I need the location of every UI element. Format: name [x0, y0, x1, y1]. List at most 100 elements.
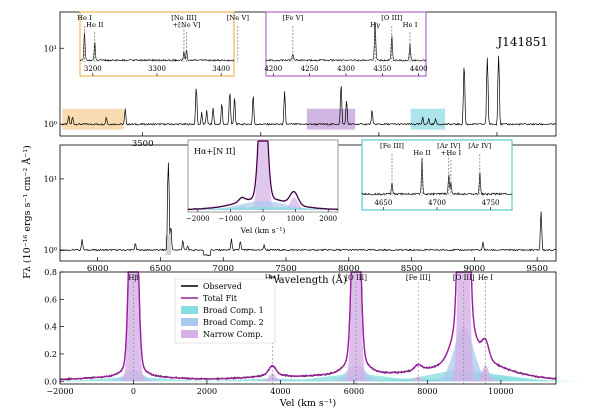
shared-y-axis-label: Fλ (10⁻¹⁶ ergs s⁻¹ cm⁻² Å⁻¹) [21, 145, 33, 279]
inset-halpha-x-tick-label: 0 [261, 215, 265, 223]
bottom-x-tick-label: 10000 [488, 387, 513, 396]
middle-y-tick-label: 10⁰ [44, 246, 57, 255]
inset-halpha-component [188, 201, 338, 210]
bottom-y-tick-label: 0.4 [44, 323, 57, 332]
inset-uv-line-label: +[Ne V] [172, 21, 200, 29]
bottom-x-tick-label: 6000 [344, 387, 364, 396]
inset-halpha-x-tick-label: −2000 [186, 215, 210, 223]
bottom-line-label: He I [478, 274, 493, 282]
inset-halpha-x-tick-label: 1000 [287, 215, 305, 223]
inset-hgamma-x-tick-label: 4250 [301, 65, 319, 73]
inset-uv-line-label: [Ne V] [227, 14, 250, 22]
bottom-panel: −2000 0 2000 4000 6000 8000 10000 0.0 0.2 0.4 0.6… [1, 268, 598, 409]
inset-hgamma: 4200 4250 4300 4350 4400 [Fe V] Hγ[O III]He I [264, 11, 428, 77]
bottom-y-tick-label: 0.2 [44, 350, 57, 359]
bottom-line-label: Hβ [128, 274, 138, 282]
bottom-panel-frame [59, 271, 557, 385]
inset-heii-frame [361, 139, 513, 211]
inset-hgamma-line-label: [Fe V] [283, 14, 304, 22]
inset-hgamma-line-label: He I [403, 21, 418, 29]
legend-label: Broad Comp. 2 [203, 318, 264, 327]
inset-halpha-component [188, 207, 338, 210]
legend: Observed Total Fit Broad Comp. 1 Broad Comp… [174, 278, 276, 344]
inset-hgamma-x-tick-label: 4200 [264, 65, 282, 73]
legend-label: Observed [203, 282, 242, 291]
bottom-x-axis-label: Vel (km s⁻¹) [279, 398, 337, 409]
inset-uv-x-tick-label: 3200 [84, 65, 102, 73]
bottom-y-tick-label: 0.0 [44, 377, 57, 386]
inset-heii-line-label: [Ar IV] [437, 142, 461, 150]
legend-label: Total Fit [203, 294, 238, 303]
inset-heii-line-label: [Ar IV] [468, 142, 492, 150]
inset-heii-line-label: +He I [441, 149, 462, 157]
middle-y-tick-label: 10¹ [44, 175, 57, 184]
inset-halpha: Hα+[N II] −2000 −1000 0 1000 2000 Vel (km s⁻… [186, 139, 339, 235]
inset-uv-line-label: He II [86, 21, 104, 29]
inset-heii-x-tick-label: 4750 [482, 199, 500, 207]
bottom-x-tick-label: 8000 [417, 387, 437, 396]
bottom-line-label: He I [265, 274, 280, 282]
bottom-narrow-component [472, 364, 499, 382]
middle-x-axis: 6000 6500 7000 7500 8000 8500 9000 9500 [87, 257, 548, 274]
bottom-narrow-component [259, 373, 286, 382]
inset-hgamma-x-tick-label: 4400 [410, 65, 428, 73]
bottom-line-label: [Fe III] [406, 274, 431, 282]
inset-uv-line-label: He I [77, 14, 92, 22]
bottom-line-label: [O III] [453, 274, 475, 282]
middle-spectrum-line [59, 162, 557, 257]
top-x-tick-label: 3500 [132, 139, 154, 149]
inset-heii-spectrum [361, 157, 513, 196]
inset-uv-spectrum [79, 32, 235, 62]
wavelength-axis-label: Wavelength (Å) [269, 274, 347, 286]
object-label: J141851 [495, 35, 548, 49]
top-y-axis: 10⁰ 10¹ [44, 44, 64, 129]
legend-swatch [181, 330, 198, 338]
bottom-x-tick-label: 4000 [270, 387, 290, 396]
inset-uv: 3200 3300 3400 He IHe II [Ne III]+[Ne V] [Ne… [77, 11, 250, 77]
legend-label: Narrow Comp. [203, 330, 263, 339]
inset-heii-line-label: [Fe III] [380, 142, 404, 150]
inset-halpha-x-tick-label: −1000 [219, 215, 243, 223]
top-y-tick-label: 10⁰ [44, 120, 57, 129]
bottom-x-tick-label: 0 [131, 387, 136, 396]
legend-swatch [181, 306, 198, 314]
top-shaded-region [306, 108, 356, 130]
inset-uv-frame [79, 11, 235, 77]
legend-box [174, 278, 276, 344]
middle-x-tick-label: 6500 [150, 264, 172, 274]
inset-hgamma-x-tick-label: 4300 [337, 65, 355, 73]
middle-shaded-region [165, 235, 172, 256]
middle-x-tick-label: 7500 [275, 264, 297, 274]
middle-shaded-regions [165, 235, 172, 256]
top-shaded-region [410, 108, 445, 130]
bottom-y-tick-label: 0.8 [44, 268, 57, 277]
top-shaded-regions [62, 108, 445, 130]
middle-x-tick-label: 7000 [212, 264, 234, 274]
bottom-line-label: [O III] [345, 274, 367, 282]
inset-hgamma-line-label: Hγ [370, 21, 380, 29]
inset-heii-x-tick-label: 4650 [375, 199, 393, 207]
middle-y-axis: 10⁰ 10¹ [44, 175, 64, 255]
inset-heii-x-tick-label: 4700 [428, 199, 446, 207]
inset-halpha-observed [187, 140, 339, 211]
bottom-x-tick-label: −2000 [46, 387, 73, 396]
middle-x-tick-label: 9500 [526, 264, 548, 274]
inset-uv-x-tick-label: 3400 [212, 65, 230, 73]
legend-swatch [181, 318, 198, 326]
top-y-tick-label: 10¹ [44, 44, 57, 53]
inset-hgamma-x-tick-label: 4350 [373, 65, 391, 73]
inset-halpha-x-tick-label: 2000 [319, 215, 337, 223]
bottom-x-tick-label: 2000 [197, 387, 217, 396]
inset-halpha-component [188, 141, 338, 210]
legend-label: Broad Comp. 1 [203, 306, 264, 315]
inset-heii-line-label: He II [413, 149, 431, 157]
top-spectrum-line [59, 55, 557, 126]
inset-uv-line-label: [Ne III] [171, 14, 197, 22]
inset-halpha-xlabel: Vel (km s⁻¹) [240, 226, 286, 235]
middle-x-tick-label: 8000 [338, 264, 360, 274]
inset-hgamma-line-label: [O III] [381, 14, 402, 22]
middle-panel: 6000 6500 7000 7500 8000 8500 9000 9500 10⁰10¹ … [44, 139, 557, 286]
bottom-total-fit-line [60, 271, 556, 380]
